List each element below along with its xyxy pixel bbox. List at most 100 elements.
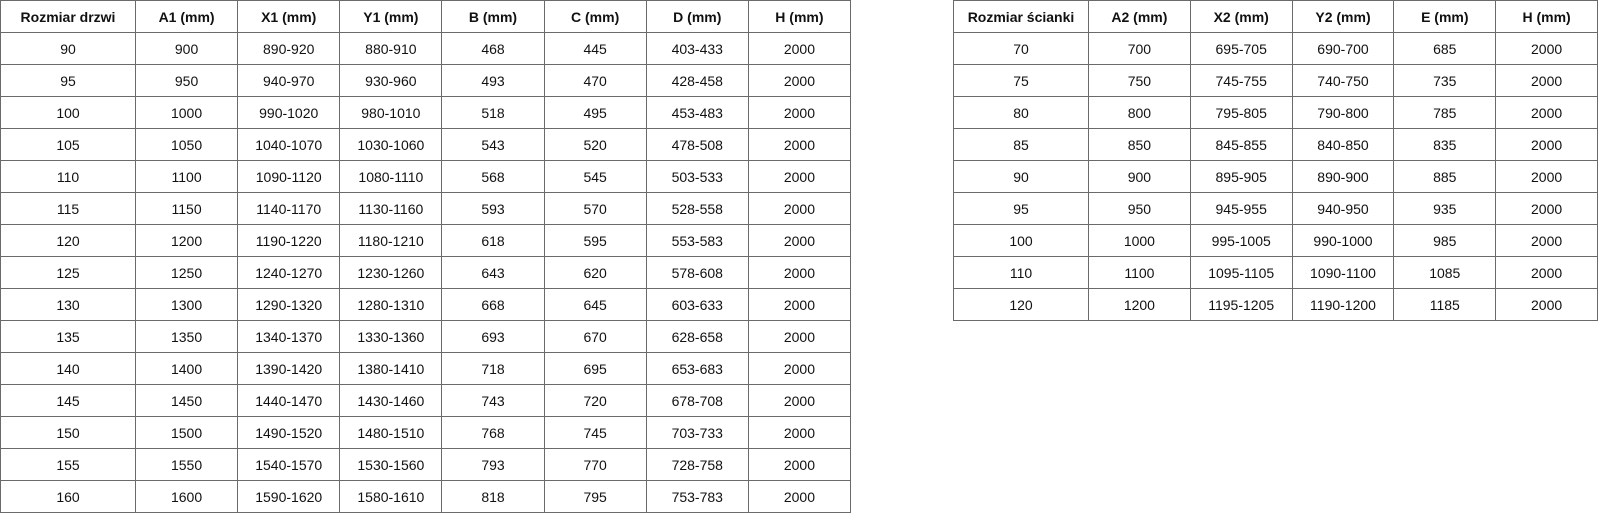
table-cell: 990-1020 — [237, 96, 341, 129]
table-cell: 2000 — [747, 96, 852, 129]
column-header: A2 (mm) — [1088, 0, 1191, 33]
table-cell: 685 — [1393, 32, 1497, 65]
table-cell: 678-708 — [645, 384, 749, 417]
table-cell: 668 — [441, 288, 545, 321]
table-cell: 140 — [0, 352, 136, 385]
table-cell: 753-783 — [645, 480, 749, 513]
table-cell: 100 — [953, 224, 1089, 257]
table-cell: 890-900 — [1291, 160, 1395, 193]
table-cell: 1050 — [134, 128, 239, 161]
table-cell: 1040-1070 — [237, 128, 341, 161]
table-cell: 2000 — [1495, 96, 1598, 129]
column-header: H (mm) — [1495, 0, 1598, 33]
table-cell: 1330-1360 — [339, 320, 443, 353]
table-cell: 495 — [543, 96, 647, 129]
table-cell: 1095-1105 — [1189, 256, 1293, 289]
table-cell: 2000 — [747, 352, 852, 385]
table-cell: 110 — [0, 160, 136, 193]
table-cell: 980-1010 — [339, 96, 443, 129]
table-cell: 2000 — [747, 160, 852, 193]
table-row: 90 900 890-920 880-910 468 445 403-433 2000 — [0, 32, 852, 65]
table-cell: 1350 — [134, 320, 239, 353]
table-cell: 895-905 — [1189, 160, 1293, 193]
table-cell: 950 — [134, 64, 239, 97]
table-cell: 1400 — [134, 352, 239, 385]
table-cell: 568 — [441, 160, 545, 193]
table-cell: 578-608 — [645, 256, 749, 289]
table-row: 100 1000 995-1005 990-1000 985 2000 — [953, 224, 1598, 257]
table-cell: 2000 — [1495, 128, 1598, 161]
table-cell: 1200 — [134, 224, 239, 257]
table-cell: 1480-1510 — [339, 416, 443, 449]
table-cell: 718 — [441, 352, 545, 385]
table-cell: 950 — [1088, 192, 1191, 225]
table-cell: 745-755 — [1189, 64, 1293, 97]
table-cell: 735 — [1393, 64, 1497, 97]
table-row: 95 950 945-955 940-950 935 2000 — [953, 192, 1598, 225]
table-cell: 453-483 — [645, 96, 749, 129]
table-row: 80 800 795-805 790-800 785 2000 — [953, 96, 1598, 129]
table-cell: 628-658 — [645, 320, 749, 353]
table-cell: 160 — [0, 480, 136, 513]
table-cell: 145 — [0, 384, 136, 417]
table-cell: 940-970 — [237, 64, 341, 97]
table-cell: 1430-1460 — [339, 384, 443, 417]
column-header: H (mm) — [747, 0, 852, 33]
table-cell: 1140-1170 — [237, 192, 341, 225]
table-cell: 2000 — [747, 416, 852, 449]
table-cell: 603-633 — [645, 288, 749, 321]
table-cell: 570 — [543, 192, 647, 225]
table-cell: 2000 — [747, 256, 852, 289]
table-cell: 95 — [0, 64, 136, 97]
table-cell: 1185 — [1393, 288, 1497, 321]
table-cell: 2000 — [1495, 160, 1598, 193]
table-cell: 1290-1320 — [237, 288, 341, 321]
header-row: Rozmiar drzwi A1 (mm) X1 (mm) Y1 (mm) B (mm)… — [0, 0, 852, 33]
table-cell: 130 — [0, 288, 136, 321]
table-cell: 2000 — [747, 384, 852, 417]
table-cell: 553-583 — [645, 224, 749, 257]
table-cell: 2000 — [747, 224, 852, 257]
table-cell: 90 — [953, 160, 1089, 193]
table-cell: 645 — [543, 288, 647, 321]
table-cell: 940-950 — [1291, 192, 1395, 225]
table-cell: 115 — [0, 192, 136, 225]
table-cell: 503-533 — [645, 160, 749, 193]
table-cell: 1200 — [1088, 288, 1191, 321]
table-cell: 720 — [543, 384, 647, 417]
table-cell: 1180-1210 — [339, 224, 443, 257]
column-header: Rozmiar ścianki — [953, 0, 1089, 33]
table-cell: 1030-1060 — [339, 128, 443, 161]
table-cell: 2000 — [1495, 192, 1598, 225]
table-row: 135 1350 1340-1370 1330-1360 693 670 628-658 20… — [0, 320, 852, 353]
table-row: 120 1200 1190-1220 1180-1210 618 595 553-583 20… — [0, 224, 852, 257]
table-cell: 2000 — [747, 192, 852, 225]
table-cell: 2000 — [747, 64, 852, 97]
table-cell: 1000 — [134, 96, 239, 129]
table-cell: 2000 — [747, 288, 852, 321]
table-cell: 1250 — [134, 256, 239, 289]
table-cell: 1550 — [134, 448, 239, 481]
table-cell: 845-855 — [1189, 128, 1293, 161]
table-cell: 890-920 — [237, 32, 341, 65]
table-row: 155 1550 1540-1570 1530-1560 793 770 728-758 20… — [0, 448, 852, 481]
table-cell: 468 — [441, 32, 545, 65]
table-cell: 543 — [441, 128, 545, 161]
table-cell: 1540-1570 — [237, 448, 341, 481]
table-cell: 850 — [1088, 128, 1191, 161]
table-row: 70 700 695-705 690-700 685 2000 — [953, 32, 1598, 65]
table-cell: 935 — [1393, 192, 1497, 225]
table-cell: 643 — [441, 256, 545, 289]
table-cell: 835 — [1393, 128, 1497, 161]
header-row: Rozmiar ścianki A2 (mm) X2 (mm) Y2 (mm) E (m… — [953, 0, 1598, 33]
column-header: E (mm) — [1393, 0, 1497, 33]
table-cell: 135 — [0, 320, 136, 353]
column-header: C (mm) — [543, 0, 647, 33]
table-cell: 985 — [1393, 224, 1497, 257]
table-cell: 1150 — [134, 192, 239, 225]
column-header: X2 (mm) — [1189, 0, 1293, 33]
table-cell: 155 — [0, 448, 136, 481]
table-row: 75 750 745-755 740-750 735 2000 — [953, 64, 1598, 97]
table-cell: 1450 — [134, 384, 239, 417]
table-cell: 1195-1205 — [1189, 288, 1293, 321]
